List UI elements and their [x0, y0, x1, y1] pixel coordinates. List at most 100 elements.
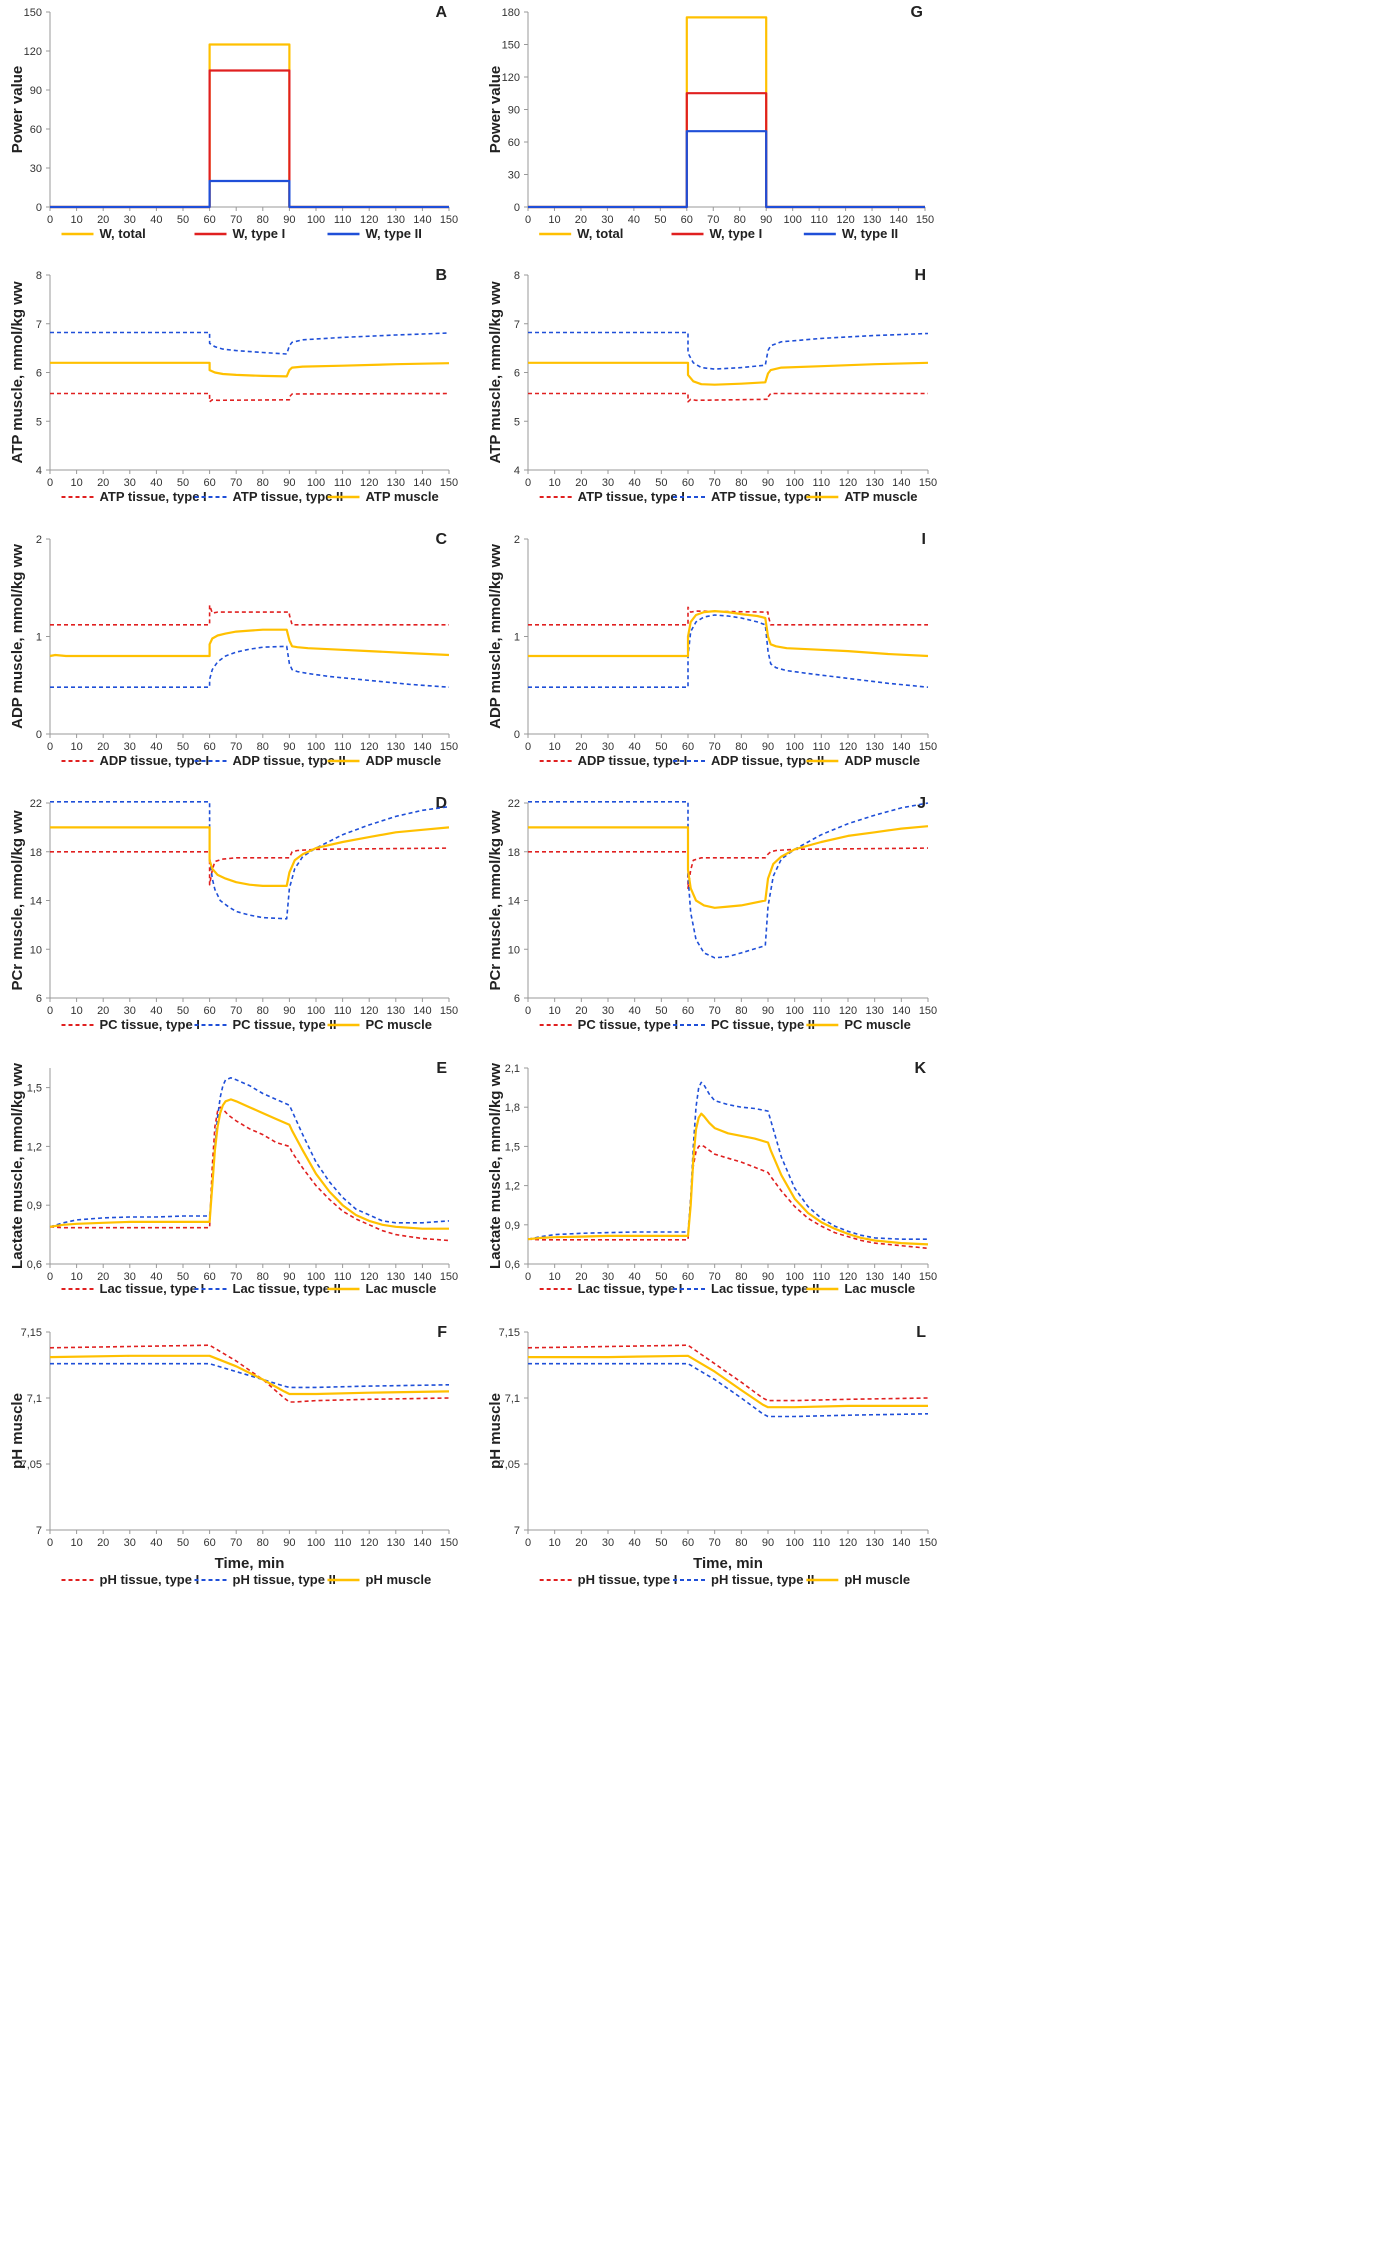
series-line-1	[527, 1144, 929, 1250]
x-tick-label: 10	[70, 214, 82, 226]
series-line-3	[528, 130, 925, 209]
x-tick-label: 130	[865, 477, 883, 489]
y-tick-label: 120	[24, 46, 42, 58]
x-tick-label: 30	[124, 741, 136, 753]
x-tick-label: 140	[892, 477, 910, 489]
y-tick-label: 30	[508, 170, 520, 182]
x-tick-label: 150	[919, 741, 937, 753]
x-tick-label: 0	[525, 741, 531, 753]
x-tick-label: 140	[413, 1005, 431, 1017]
x-tick-label: 30	[602, 1271, 614, 1283]
legend-label: ATP muscle	[844, 489, 917, 504]
x-tick-label: 140	[889, 214, 907, 226]
y-tick-label: 7,05	[21, 1459, 42, 1471]
legend-label: PC tissue, type II	[233, 1017, 337, 1032]
x-tick-label: 60	[203, 741, 215, 753]
y-tick-label: 150	[502, 40, 520, 52]
x-tick-label: 120	[360, 1537, 378, 1549]
x-tick-label: 60	[682, 1537, 694, 1549]
legend-label: PC tissue, type I	[100, 1017, 200, 1032]
x-tick-label: 20	[575, 1537, 587, 1549]
y-tick-label: 0,9	[505, 1220, 520, 1232]
x-tick-label: 20	[97, 741, 109, 753]
y-tick-label: 7	[514, 319, 520, 331]
x-tick-label: 110	[334, 1537, 352, 1549]
x-tick-label: 60	[203, 1005, 215, 1017]
x-tick-label: 0	[525, 1537, 531, 1549]
series-line-1	[528, 392, 928, 403]
legend-label: pH tissue, type II	[233, 1572, 336, 1587]
series-line-2	[528, 1362, 929, 1418]
y-tick-label: 0	[514, 202, 520, 214]
x-tick-label: 50	[654, 214, 666, 226]
x-tick-label: 80	[735, 741, 747, 753]
x-tick-label: 90	[283, 1537, 295, 1549]
y-tick-label: 90	[30, 85, 42, 97]
x-tick-label: 10	[549, 1271, 561, 1283]
y-tick-label: 60	[508, 137, 520, 149]
legend: PC tissue, type I PC tissue, type II PC mu…	[539, 1017, 911, 1032]
y-tick-label: 1,2	[27, 1141, 42, 1153]
y-tick-label: 150	[24, 7, 42, 19]
panel-letter: E	[436, 1060, 447, 1077]
x-tick-label: 110	[813, 1537, 831, 1549]
x-tick-label: 30	[124, 1537, 136, 1549]
series-line-2	[50, 69, 449, 209]
x-tick-label: 0	[47, 214, 53, 226]
x-tick-label: 40	[150, 214, 162, 226]
y-tick-label: 7,1	[505, 1393, 520, 1405]
x-tick-label: 0	[47, 741, 53, 753]
x-tick-label: 120	[839, 1005, 857, 1017]
x-tick-label: 110	[813, 477, 831, 489]
x-tick-label: 80	[734, 214, 746, 226]
x-tick-label: 130	[387, 214, 405, 226]
series-line-2	[527, 1081, 928, 1240]
legend: ADP tissue, type I ADP tissue, type II ADP…	[61, 753, 441, 768]
x-tick-label: 0	[525, 477, 531, 489]
x-tick-label: 90	[762, 1005, 774, 1017]
series-line-1	[49, 1106, 450, 1242]
panel-letter: F	[437, 1324, 447, 1341]
x-tick-label: 40	[150, 1537, 162, 1549]
x-tick-label: 150	[919, 477, 937, 489]
x-tick-label: 20	[97, 1005, 109, 1017]
x-axis-title: Time, min	[693, 1555, 763, 1572]
legend: ATP tissue, type I ATP tissue, type II ATP…	[539, 489, 918, 504]
x-tick-label: 100	[785, 741, 803, 753]
x-tick-label: 30	[602, 1005, 614, 1017]
y-tick-label: 2	[514, 534, 520, 546]
y-axis-title: Lactate muscle, mmol/kg ww	[9, 1063, 26, 1269]
x-tick-label: 120	[360, 1005, 378, 1017]
series-line-2	[50, 1362, 450, 1389]
legend-label: W, total	[577, 226, 623, 241]
series-line-3	[49, 628, 450, 658]
legend-label: W, type I	[233, 226, 286, 241]
x-tick-label: 50	[655, 741, 667, 753]
y-tick-label: 14	[30, 896, 42, 908]
y-tick-label: 0,6	[27, 1259, 42, 1271]
x-tick-label: 120	[360, 214, 378, 226]
x-tick-label: 80	[735, 1271, 747, 1283]
panel-letter: G	[911, 4, 923, 21]
legend-label: W, type I	[710, 226, 763, 241]
x-tick-label: 130	[387, 1271, 405, 1283]
x-tick-label: 110	[813, 1271, 831, 1283]
x-tick-label: 10	[549, 477, 561, 489]
series-line-1	[528, 847, 929, 890]
x-tick-label: 10	[70, 741, 82, 753]
y-tick-label: 18	[30, 847, 42, 859]
legend: ATP tissue, type I ATP tissue, type II ATP…	[61, 489, 439, 504]
x-tick-label: 140	[892, 1537, 910, 1549]
y-tick-label: 4	[36, 465, 42, 477]
x-tick-label: 80	[257, 214, 269, 226]
x-tick-label: 90	[283, 1271, 295, 1283]
series-line-3	[527, 1112, 929, 1246]
y-tick-label: 180	[502, 7, 520, 19]
x-tick-label: 90	[283, 477, 295, 489]
x-tick-label: 150	[440, 1271, 458, 1283]
x-tick-label: 20	[97, 214, 109, 226]
x-tick-label: 110	[813, 741, 831, 753]
series-line-2	[528, 614, 929, 689]
x-tick-label: 80	[735, 477, 747, 489]
